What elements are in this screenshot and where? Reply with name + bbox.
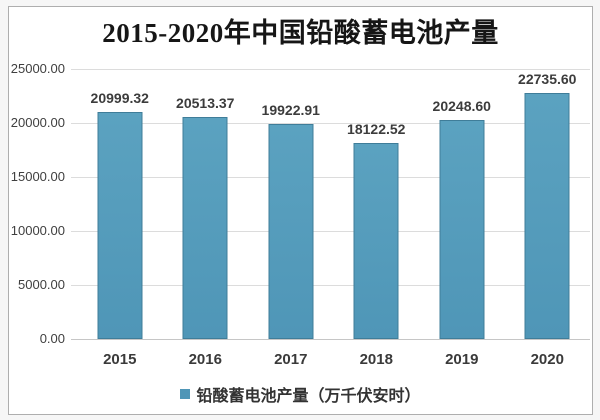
chart-frame: 2015-2020年中国铅酸蓄电池产量 25000.00 20000.00 1500… <box>8 6 593 415</box>
bar-2018 <box>353 143 399 339</box>
legend: 铅酸蓄电池产量（万千伏安时） <box>9 382 592 406</box>
chart-title: 2015-2020年中国铅酸蓄电池产量 <box>102 18 499 48</box>
bar-2015 <box>97 112 143 339</box>
bar-slot: 22735.60 <box>505 69 591 339</box>
y-tick-label: 10000.00 <box>10 223 65 238</box>
value-label: 20999.32 <box>90 90 149 106</box>
value-label: 19922.91 <box>261 102 320 118</box>
y-tick-label: 0.00 <box>39 331 65 346</box>
value-label: 20248.60 <box>432 98 491 114</box>
gridline <box>71 123 590 124</box>
bar-slot: 20999.32 <box>77 69 163 339</box>
bar-series: 20999.32 20513.37 19922.91 18122.52 20248.60… <box>77 69 590 339</box>
legend-marker-icon <box>180 389 191 399</box>
y-tick-label: 25000.00 <box>10 61 65 76</box>
x-axis: 2015 2016 2017 2018 2019 2020 <box>77 351 590 368</box>
y-tick-label: 20000.00 <box>10 115 65 130</box>
y-tick-label: 15000.00 <box>10 169 65 184</box>
x-tick-label: 2017 <box>274 351 308 368</box>
x-tick-label: 2016 <box>188 351 222 368</box>
x-tick-label: 2019 <box>445 351 479 368</box>
value-label: 20513.37 <box>176 95 235 111</box>
bar-2020 <box>524 93 570 339</box>
gridline <box>71 69 590 70</box>
x-tick-label: 2015 <box>103 351 137 368</box>
bar-slot: 19922.91 <box>248 69 334 339</box>
bar-slot: 20513.37 <box>163 69 249 339</box>
bar-2016 <box>182 117 228 339</box>
gridline <box>71 285 590 286</box>
value-label: 22735.60 <box>518 71 577 87</box>
plot-area: 20999.32 20513.37 19922.91 18122.52 20248.60… <box>71 69 590 340</box>
x-tick-label: 2020 <box>530 351 564 368</box>
gridline <box>71 177 590 178</box>
bar-slot: 18122.52 <box>334 69 420 339</box>
y-tick-label: 5000.00 <box>18 277 65 292</box>
value-label: 18122.52 <box>347 121 406 137</box>
bar-slot: 20248.60 <box>419 69 505 339</box>
bar-2019 <box>439 120 485 339</box>
bar-2017 <box>268 124 314 339</box>
gridline <box>71 231 590 232</box>
x-tick-label: 2018 <box>359 351 393 368</box>
legend-label: 铅酸蓄电池产量（万千伏安时） <box>196 388 421 405</box>
